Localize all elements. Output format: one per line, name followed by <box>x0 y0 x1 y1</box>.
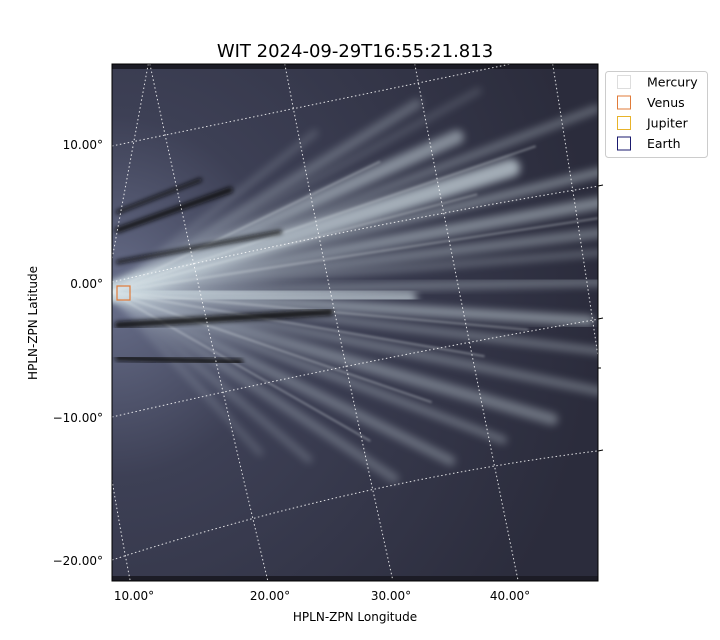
dark-lane <box>116 178 202 214</box>
dark-lane <box>115 187 233 233</box>
dark-lane <box>115 355 243 365</box>
streamer-streak <box>112 291 371 442</box>
chart-title: WIT 2024-09-29T16:55:21.813 <box>217 41 493 62</box>
edge-tick <box>597 449 604 452</box>
streamer-streak <box>112 145 537 293</box>
x-tick-label: 20.00° <box>250 589 290 603</box>
x-axis-label: HPLN-ZPN Longitude <box>293 610 417 624</box>
streamer-streak <box>112 291 432 404</box>
grid-line-lon <box>149 64 269 581</box>
streamer <box>112 286 559 426</box>
dark-lane <box>114 308 334 329</box>
right-edge-ticks <box>597 184 604 452</box>
streamer <box>112 288 508 444</box>
y-tick-label: −20.00° <box>53 554 103 568</box>
y-tick-label: 0.00° <box>70 277 103 291</box>
image-bottom-edge <box>112 576 598 581</box>
image-top-edge <box>112 64 598 69</box>
streamer <box>112 197 598 298</box>
streamer <box>112 287 598 396</box>
legend-swatch <box>617 75 631 89</box>
grid-line-lat <box>112 318 598 418</box>
streamer-streak <box>112 193 478 293</box>
plot-frame <box>111 63 599 582</box>
dark-lane-layer <box>114 178 334 365</box>
legend-label: Earth <box>647 136 681 151</box>
streamer <box>112 289 313 463</box>
y-axis-label: HPLN-ZPN Latitude <box>26 266 40 380</box>
x-tick-label: 10.00° <box>114 589 154 603</box>
dark-lane <box>116 230 282 264</box>
streamer-streak <box>112 160 381 293</box>
plot-area <box>111 63 604 582</box>
x-tick-label: 40.00° <box>490 589 530 603</box>
edge-tick <box>597 184 604 187</box>
legend-items: Mercury Venus Jupiter Earth <box>617 75 698 151</box>
legend-box <box>605 71 708 158</box>
legend-label: Mercury <box>647 75 698 90</box>
y-tick-label: −10.00° <box>53 411 103 425</box>
grid-line-lat <box>112 450 598 561</box>
y-tick-label: 10.00° <box>63 138 103 152</box>
coordinate-grid <box>112 64 598 581</box>
legend-swatch <box>617 95 631 110</box>
streamer <box>112 289 264 456</box>
streamer-streak <box>112 217 598 293</box>
grid-line-lat <box>112 185 598 283</box>
streamer <box>112 129 319 295</box>
grid-line-lat <box>112 64 514 147</box>
streamer <box>112 249 598 295</box>
streamer <box>112 287 595 326</box>
grid-line-lon <box>284 64 394 581</box>
grid-line-lon <box>112 479 131 581</box>
edge-tick <box>597 317 604 320</box>
grid-line-lon <box>414 64 519 581</box>
streamer-streak <box>112 291 485 358</box>
x-tick-label: 30.00° <box>371 589 411 603</box>
streamer <box>112 228 598 297</box>
legend-label: Jupiter <box>646 116 689 131</box>
legend-swatch <box>617 136 631 151</box>
legend: Mercury Venus Jupiter Earth <box>605 71 708 158</box>
legend-swatch <box>617 116 631 130</box>
x-tick-labels: 10.00° 20.00° 30.00° 40.00° <box>114 589 530 603</box>
venus-marker <box>116 285 131 301</box>
y-tick-labels: 10.00° 0.00° −10.00° −20.00° <box>53 138 103 568</box>
legend-label: Venus <box>647 95 685 110</box>
